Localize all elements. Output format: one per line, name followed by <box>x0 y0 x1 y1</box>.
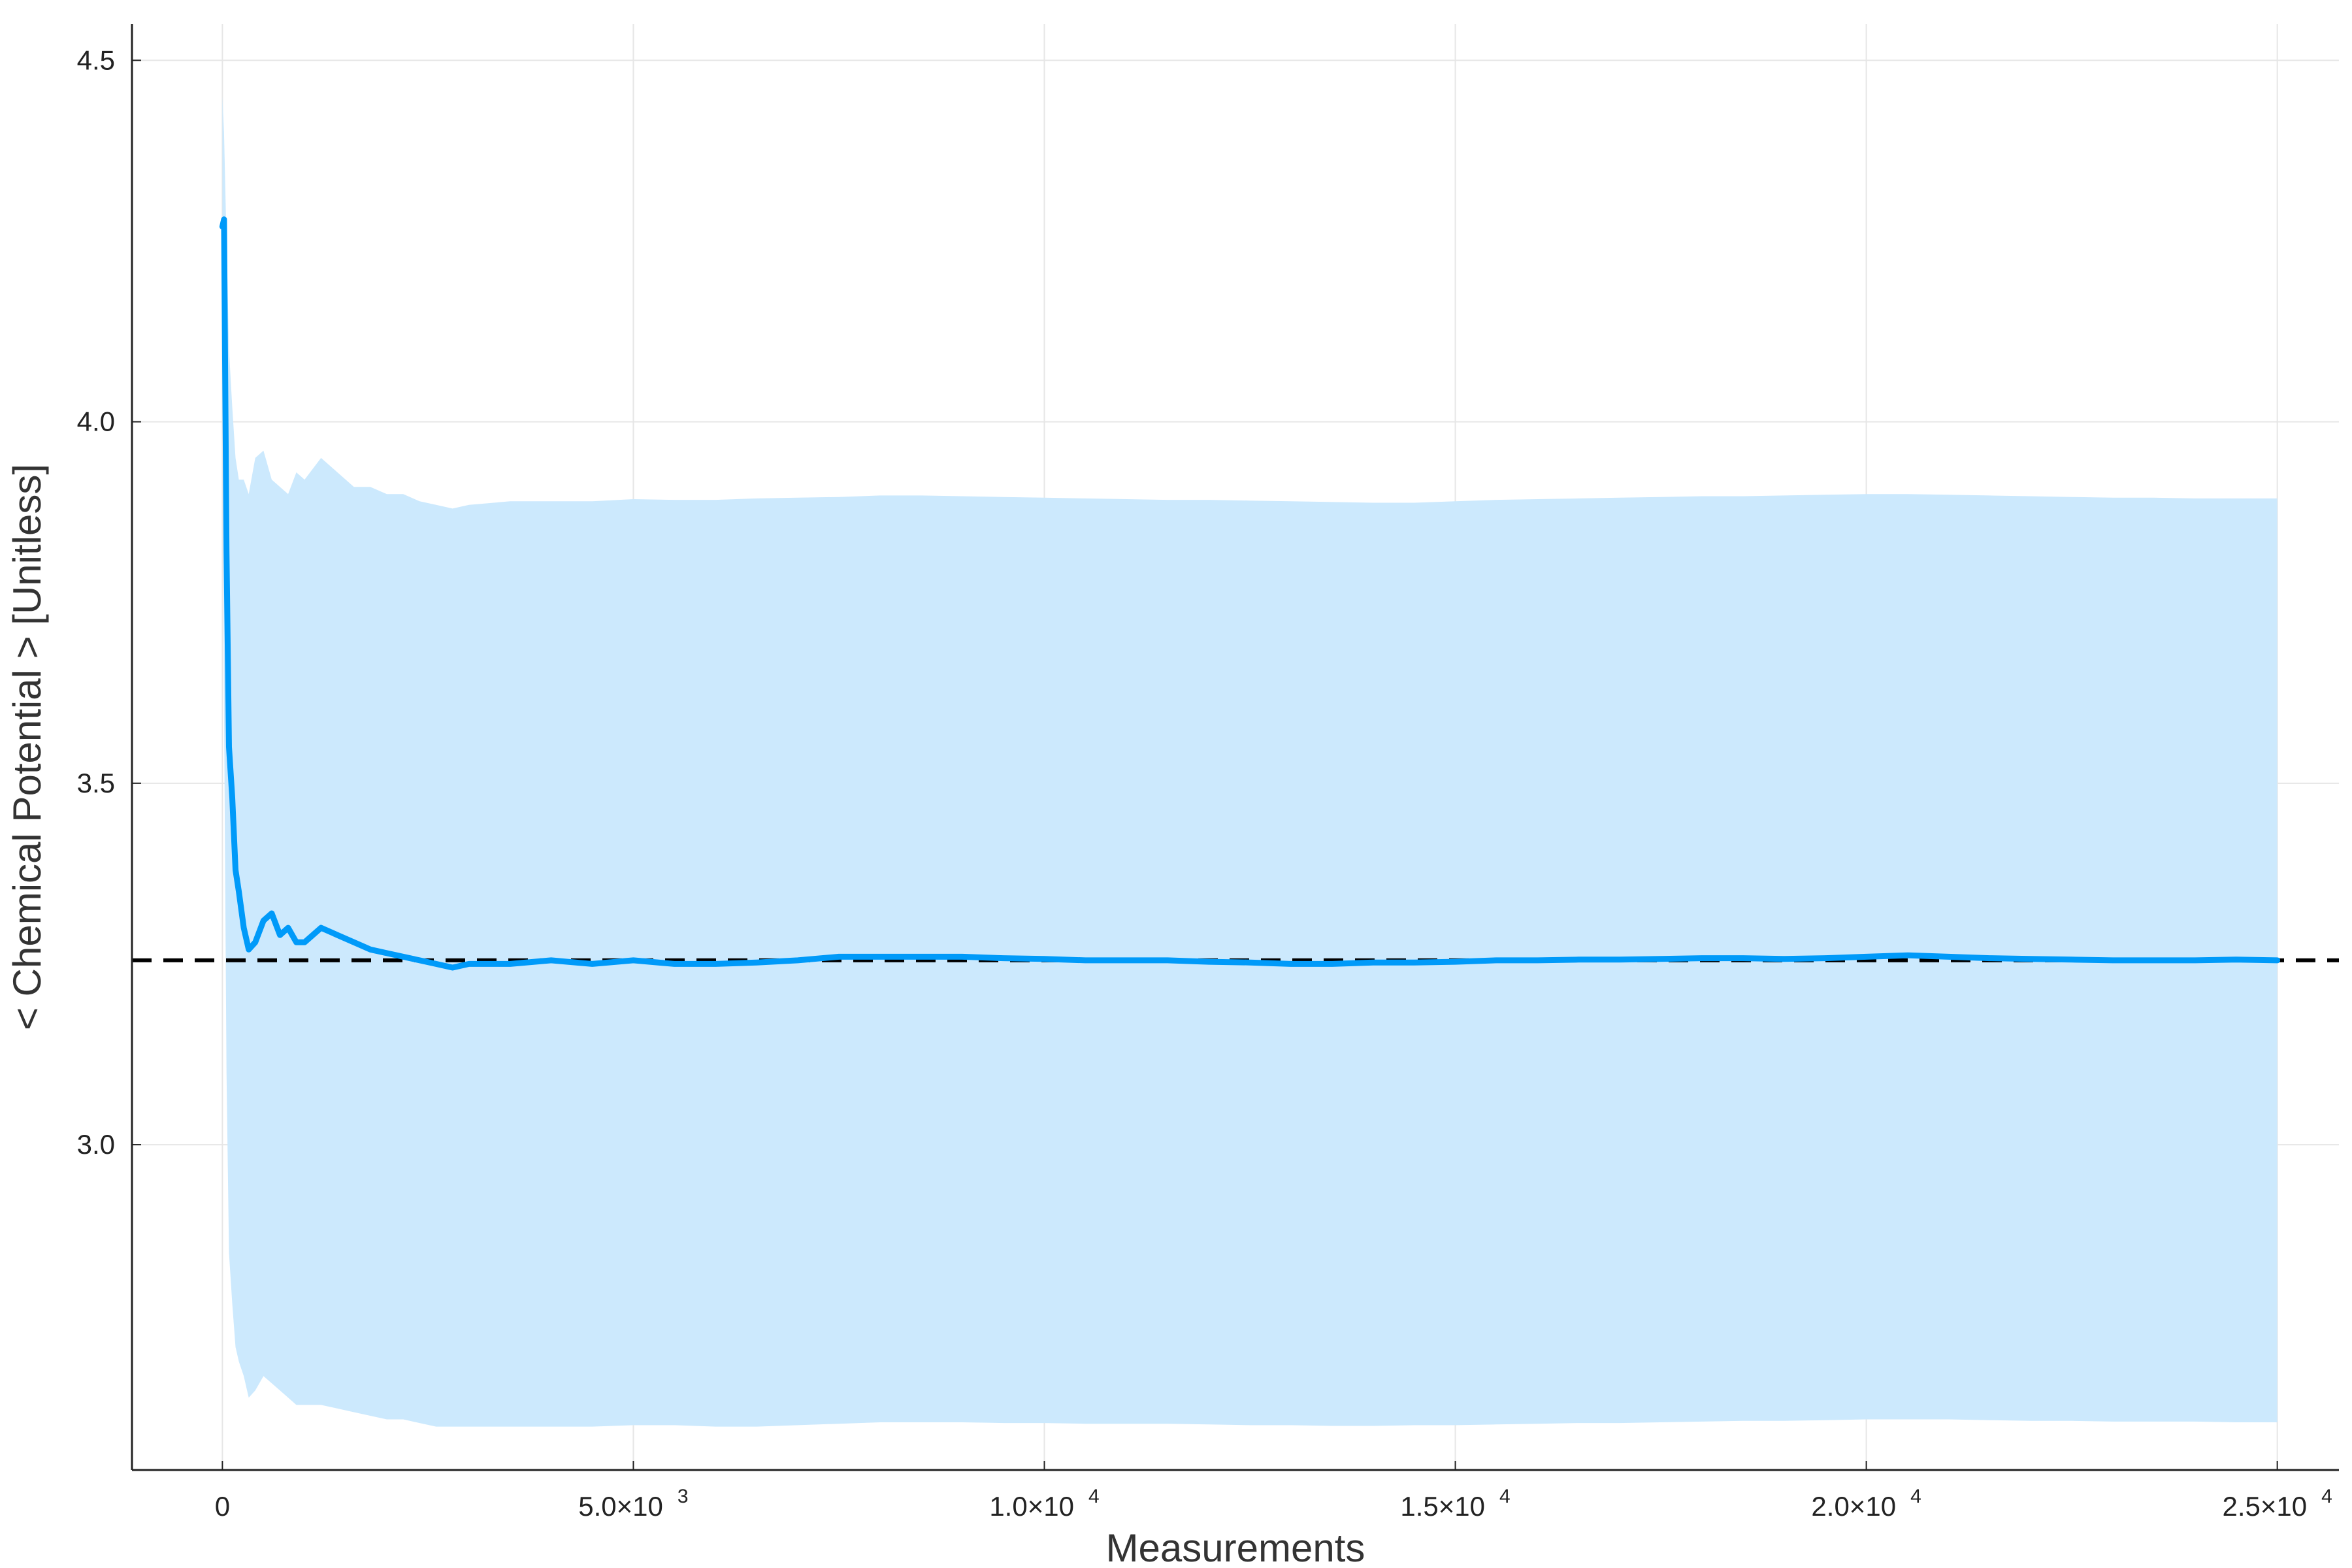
y-tick-label: 3.0 <box>77 1129 115 1160</box>
x-tick-label: 0 <box>215 1491 230 1522</box>
y-tick-label: 4.5 <box>77 44 115 75</box>
x-axis-label: Measurements <box>1106 1526 1365 1568</box>
confidence-band-layer <box>222 96 2278 1427</box>
x-tick-label: 5.0×10 3 <box>578 1486 688 1522</box>
confidence-band <box>222 96 2278 1427</box>
axes <box>131 24 2339 1471</box>
tick-labels: 0 5.0×10 3 1.0×10 4 1.5×10 4 2.0×10 4 2.5×10 4 3.0 3… <box>77 44 2332 1522</box>
y-axis-label: < Chemical Potential > [Unitless] <box>5 464 49 1030</box>
x-tick-label: 1.0×10 4 <box>989 1486 1099 1522</box>
y-tick-label: 3.5 <box>77 768 115 798</box>
series-line <box>219 216 2281 971</box>
series-line-layer <box>219 216 2281 971</box>
y-tick-label: 4.0 <box>77 406 115 437</box>
x-tick-label: 1.5×10 4 <box>1400 1486 1510 1522</box>
x-tick-label: 2.5×10 4 <box>2222 1486 2332 1522</box>
x-tick-label: 2.0×10 4 <box>1811 1486 1921 1522</box>
